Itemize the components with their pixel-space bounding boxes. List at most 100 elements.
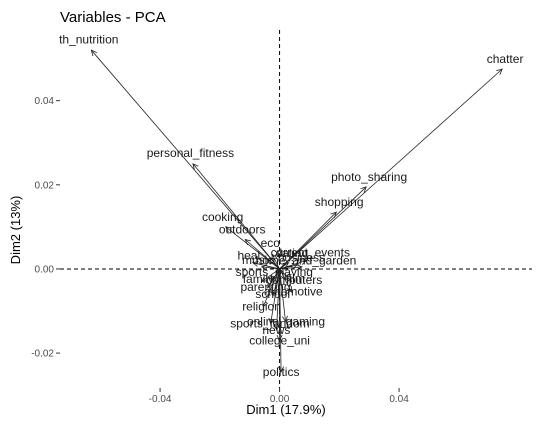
variable-arrow: [91, 49, 280, 270]
variable-label: photo_sharing: [331, 170, 407, 184]
arrow-head: [296, 264, 303, 271]
variable-label: chatter: [487, 52, 524, 66]
variable-label: religion: [242, 299, 281, 313]
x-axis: -0.04 0.00 0.04: [149, 388, 409, 405]
arrow-head: [330, 211, 337, 218]
x-axis-title: Dim1 (17.9%): [246, 402, 325, 417]
arrow-head: [278, 366, 284, 373]
variable-arrow: [244, 239, 280, 270]
arrow-head: [276, 334, 283, 342]
arrow-head: [271, 253, 278, 261]
variable-photo-sharing: photo_sharing: [279, 170, 407, 270]
variable-label: college_uni: [249, 333, 310, 347]
arrow-head: [260, 276, 268, 283]
variable-arrow: [262, 268, 280, 307]
arrow-head: [90, 49, 98, 57]
variable-arrow: [261, 266, 280, 270]
y-axis: -0.02 0.00 0.02 0.04: [31, 96, 60, 360]
variable-label: business: [278, 250, 325, 264]
variable-label: current_events: [271, 246, 350, 260]
variable-label: personal_fitness: [147, 146, 234, 160]
variable-label: politics: [263, 365, 300, 379]
arrow-head: [260, 264, 268, 271]
variable-label: heal: [237, 248, 260, 262]
variable-personal-fitness: personal_fitness: [147, 146, 280, 270]
variable-arrow: [192, 163, 280, 270]
x-tick-label: 0.00: [270, 394, 290, 405]
variable-label: home_and_garden: [256, 253, 357, 267]
arrow-head: [225, 226, 232, 233]
variable-arrow: [279, 268, 292, 293]
variable-label: sports_fandom: [230, 317, 309, 331]
variable-parenting: parenting: [240, 268, 291, 294]
arrow-head: [267, 281, 273, 289]
y-tick-label: 0.00: [35, 264, 55, 275]
variable-chatter: chatter: [279, 52, 524, 270]
arrow-head: [262, 300, 268, 308]
x-tick-label: -0.04: [149, 394, 172, 405]
variable-arrow: [276, 268, 280, 330]
variable-label: shopping: [315, 195, 364, 209]
chart-title: Variables - PCA: [60, 9, 166, 26]
variable-label: outdoors: [219, 223, 266, 237]
variable-health-nutrition: th_nutrition: [59, 33, 280, 270]
x-tick-label: 0.04: [389, 394, 409, 405]
variable-eco: eco: [261, 236, 281, 270]
variable-label: music: [242, 253, 273, 267]
variable-label: online_gaming: [247, 314, 325, 328]
variable-label: dating: [275, 246, 308, 260]
variable-arrow: [279, 266, 303, 270]
variable-sports-fandom: sports_fandom: [230, 268, 310, 331]
variable-arrow: [270, 268, 280, 324]
arrow-head: [360, 186, 367, 193]
variable-family: family: [243, 268, 280, 286]
variable-home-and-garden: home_and_garden: [256, 253, 357, 271]
y-tick-label: 0.04: [35, 96, 55, 107]
variable-arrow: [267, 268, 280, 289]
variable-arrow: [279, 264, 298, 270]
arrow-head: [286, 286, 292, 293]
variable-outdoors: outdoors: [219, 223, 280, 270]
arrow-head: [282, 262, 290, 269]
variable-arrow: [261, 268, 280, 282]
variable-arrow: [279, 268, 282, 373]
arrow-head: [251, 260, 259, 267]
variable-dating: dating: [275, 246, 308, 270]
y-tick-label: 0.02: [35, 180, 55, 191]
variable-arrow: [279, 186, 367, 270]
variable-arrow: [279, 262, 289, 270]
y-tick-label: -0.02: [31, 349, 54, 360]
variable-arrow: [279, 268, 286, 322]
arrow-head: [300, 259, 308, 265]
variable-label: parenting: [240, 280, 290, 294]
variable-health: heal: [237, 248, 280, 270]
variable-label: eco: [261, 236, 281, 250]
variable-label: cooking: [202, 210, 243, 224]
variable-arrow: [279, 68, 503, 270]
variable-label: family: [243, 272, 274, 286]
variable-cooking: cooking: [202, 210, 280, 270]
variable-politics: politics: [263, 268, 300, 379]
arrow-head: [496, 68, 503, 75]
variable-arrow: [225, 226, 280, 270]
arrow-head: [282, 315, 288, 323]
arrow-head: [192, 163, 199, 170]
variable-arrow: [279, 268, 292, 282]
arrow-head: [268, 317, 275, 325]
y-axis-title: Dim2 (13%): [8, 196, 23, 265]
variable-arrow: [271, 254, 280, 270]
variable-shopping: shopping: [279, 195, 364, 270]
arrow-head: [244, 238, 252, 246]
variable-label: school: [255, 287, 290, 301]
arrow-head: [273, 324, 280, 331]
variable-arrow: [279, 211, 337, 270]
variable-label: sports_playing: [236, 265, 313, 279]
variable-arrow: [252, 262, 280, 270]
variable-news: news: [262, 268, 290, 337]
variable-label: news: [262, 323, 290, 337]
variable-label: th_nutrition: [59, 33, 118, 47]
variable-religion: religion: [242, 268, 281, 313]
variable-online-gaming: online_gaming: [247, 268, 325, 328]
